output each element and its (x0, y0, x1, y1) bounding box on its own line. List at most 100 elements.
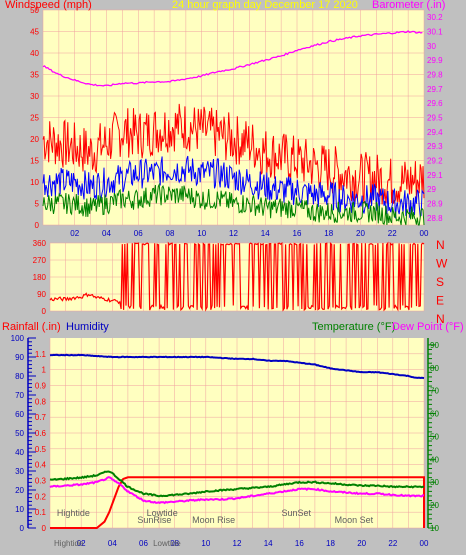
direction-y-tick-label: 270 (33, 256, 47, 265)
wind-x-tick-label: 22 (388, 229, 397, 238)
almanac-label: Moon Rise (192, 515, 235, 525)
wind-x-tick-label: 04 (102, 229, 111, 238)
rainfall-y-tick-label: 0.9 (35, 382, 47, 391)
barometer-y-tick-label: 30 (427, 42, 436, 51)
compass-label: E (436, 294, 444, 308)
barometer-y-tick-label: 29.7 (427, 85, 443, 94)
rainfall-y-tick-label: 0.8 (35, 397, 47, 406)
graph-date-title: 24 hour graph day December 17 2020 (172, 0, 358, 11)
wind-x-tick-label: 02 (70, 229, 79, 238)
wind-y-tick-label: 30 (30, 92, 39, 101)
wind-low-line (42, 182, 425, 226)
rainfall-y-tick-label: 0.5 (35, 445, 47, 454)
almanac-axis-label: Lowtide (153, 539, 181, 548)
rainfall-axis-title: Rainfall (.in) (2, 321, 61, 333)
rainfall-line (50, 476, 425, 529)
compass-label: W (436, 257, 448, 271)
barometer-y-tick-label: 29.4 (427, 128, 443, 137)
humidity-y-tick-label: 80 (15, 372, 24, 381)
climate-x-tick-label: 12 (233, 539, 242, 548)
wind-y-tick-label: 40 (30, 49, 39, 58)
direction-y-tick-label: 90 (37, 290, 46, 299)
wind-direction-line (49, 241, 425, 312)
barometer-y-tick-label: 29.1 (427, 171, 443, 180)
temperature-axis-title: Temperature (°F) (312, 321, 395, 333)
humidity-y-tick-label: 10 (15, 505, 24, 514)
rainfall-y-tick-label: 1 (42, 366, 47, 375)
wind-y-tick-label: 20 (30, 135, 39, 144)
barometer-y-tick-label: 29.9 (427, 56, 443, 65)
almanac-label: Hightide (57, 508, 90, 518)
wind-x-tick-label: 08 (166, 229, 175, 238)
wind-y-tick-label: 5 (35, 200, 40, 209)
direction-y-tick-label: 180 (33, 273, 47, 282)
almanac-label: SunSet (281, 508, 311, 518)
wind-y-tick-label: 0 (35, 221, 40, 230)
barometer-y-tick-label: 28.8 (427, 214, 443, 223)
wind-x-tick-label: 18 (324, 229, 333, 238)
barometer-y-tick-label: 28.9 (427, 200, 443, 209)
wind-average-line (42, 155, 425, 219)
climate-x-tick-label: 08 (170, 539, 179, 548)
wind-x-tick-label: 00 (420, 229, 429, 238)
wind-y-tick-label: 45 (30, 28, 39, 37)
humidity-y-tick-label: 100 (11, 334, 25, 343)
humidity-y-tick-label: 30 (15, 467, 24, 476)
wind-y-tick-label: 50 (30, 6, 39, 15)
rainfall-y-tick-label: 0.2 (35, 492, 47, 501)
data-series (42, 30, 425, 529)
windspeed-axis-title: Windspeed (mph) (5, 0, 92, 11)
almanac-label: SunRise (137, 515, 171, 525)
humidity-y-tick-label: 50 (15, 429, 24, 438)
wind-x-tick-label: 06 (134, 229, 143, 238)
humidity-y-tick-label: 90 (15, 353, 24, 362)
barometer-y-tick-label: 30.2 (427, 13, 443, 22)
climate-x-tick-label: 06 (139, 539, 148, 548)
climate-x-tick-label: 22 (388, 539, 397, 548)
humidity-y-tick-label: 20 (15, 486, 24, 495)
climate-x-tick-label: 20 (357, 539, 366, 548)
axis-ticks: 0510152025303540455028.828.92929.129.229… (11, 6, 448, 548)
humidity-y-tick-label: 40 (15, 448, 24, 457)
rainfall-y-tick-label: 0.1 (35, 508, 47, 517)
wind-y-tick-label: 25 (30, 114, 39, 123)
humidity-y-tick-label: 70 (15, 391, 24, 400)
humidity-y-tick-label: 60 (15, 410, 24, 419)
dewpoint-line (49, 476, 425, 505)
wind-x-tick-label: 12 (229, 229, 238, 238)
compass-label: N (436, 238, 445, 252)
wind-gust-line (42, 103, 425, 205)
barometer-y-tick-label: 29.3 (427, 142, 443, 151)
almanac-label: Moon Set (335, 515, 374, 525)
climate-x-tick-label: 18 (326, 539, 335, 548)
climate-x-tick-label: 16 (295, 539, 304, 548)
rainfall-y-tick-label: 1.1 (35, 350, 47, 359)
compass-label: N (436, 312, 445, 326)
barometer-y-tick-label: 29 (427, 185, 436, 194)
barometer-y-tick-label: 29.5 (427, 114, 443, 123)
rainfall-y-tick-label: 0 (42, 524, 47, 533)
barometer-axis-title: Barometer (.in) (372, 0, 445, 11)
wind-x-tick-label: 10 (197, 229, 206, 238)
climate-x-tick-label: 04 (108, 539, 117, 548)
barometer-y-tick-label: 29.2 (427, 157, 443, 166)
almanac-label: Lowtide (147, 508, 178, 518)
barometer-line (42, 30, 423, 87)
climate-x-tick-label: 00 (420, 539, 429, 548)
direction-y-tick-label: 0 (42, 307, 47, 316)
wind-x-tick-label: 16 (293, 229, 302, 238)
humidity-line (49, 353, 425, 380)
dewpoint-axis-title: Dew Point (°F) (392, 321, 464, 333)
wind-x-tick-label: 14 (261, 229, 270, 238)
compass-label: S (436, 275, 444, 289)
barometer-y-tick-label: 29.6 (427, 99, 443, 108)
barometer-y-tick-label: 30.1 (427, 28, 443, 37)
wind-x-tick-label: 20 (356, 229, 365, 238)
rainfall-y-tick-label: 0.6 (35, 429, 47, 438)
almanac-axis-label: Hightide (54, 539, 84, 548)
barometer-y-tick-label: 29.8 (427, 71, 443, 80)
rainfall-y-tick-label: 0.3 (35, 477, 47, 486)
temperature-line (49, 470, 424, 498)
